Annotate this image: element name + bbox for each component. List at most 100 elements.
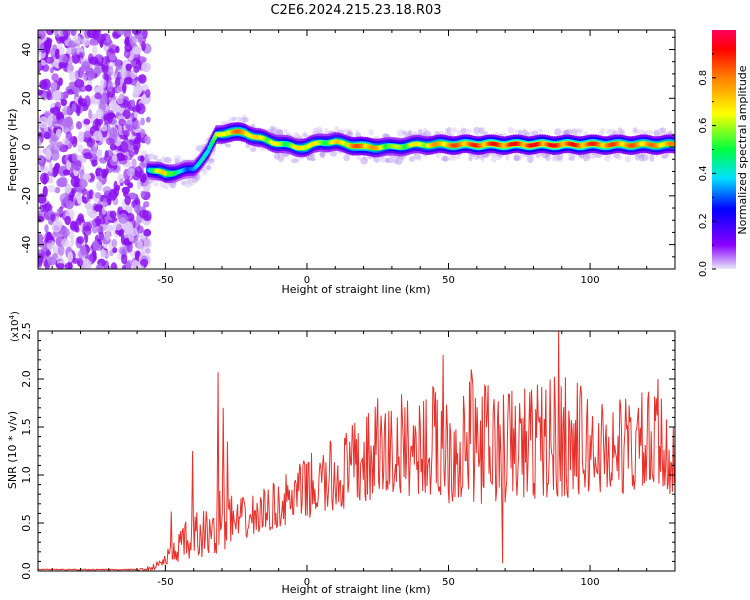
spectrogram-halo-cell bbox=[319, 151, 326, 159]
spectrogram-noise-cell bbox=[88, 253, 97, 263]
spectrogram-noise-cell bbox=[64, 215, 71, 226]
spectrogram-noise-cell bbox=[105, 137, 115, 146]
x-tick-label: 50 bbox=[442, 577, 455, 588]
spectrogram-noise-cell bbox=[71, 257, 79, 264]
spectrogram-noise-cell bbox=[38, 232, 43, 244]
spectrogram-noise-cell bbox=[62, 169, 71, 176]
spectrogram-noise-cell bbox=[103, 39, 113, 47]
spectrogram-noise-cell bbox=[134, 119, 141, 130]
snr-y-label: SNR (10 * v/v) bbox=[6, 411, 19, 489]
spectrogram-noise-cell bbox=[138, 74, 147, 84]
spectrogram-noise-cell bbox=[145, 136, 151, 145]
spectrogram-noise-cell bbox=[136, 103, 146, 115]
spectrogram-noise-cell bbox=[42, 173, 48, 185]
spectrogram-noise-cell bbox=[138, 209, 149, 219]
spectrogram-noise-cell bbox=[112, 247, 118, 254]
spectrogram-halo-cell bbox=[564, 128, 573, 135]
spectrogram-noise-cell bbox=[46, 88, 52, 99]
x-tick-label: 0 bbox=[304, 275, 310, 286]
spectrogram-noise-cell bbox=[59, 118, 68, 127]
x-tick-label: 100 bbox=[581, 577, 600, 588]
spectrogram-noise-cell bbox=[123, 59, 128, 66]
spectrogram-noise-cell bbox=[57, 245, 65, 256]
spectrogram-noise-cell bbox=[53, 81, 58, 91]
spectrogram-noise-cell bbox=[86, 137, 96, 147]
spectrogram-noise-cell bbox=[83, 130, 92, 138]
spectrogram-marks bbox=[38, 30, 675, 269]
spectrogram-frame bbox=[37, 29, 676, 270]
spectrogram-noise-cell bbox=[101, 56, 110, 64]
spectrogram-halo-cell bbox=[343, 154, 351, 162]
spectrogram-noise-cell bbox=[38, 136, 43, 146]
spectrogram-noise-cell bbox=[122, 109, 131, 120]
spectrogram-noise-cell bbox=[38, 44, 44, 53]
colorbar-gradient bbox=[712, 30, 736, 269]
spectrogram-noise-cell bbox=[51, 73, 59, 82]
spectrogram-noise-cell bbox=[85, 84, 93, 92]
spectrogram-noise-cell bbox=[124, 77, 133, 85]
spectrogram-halo-cell bbox=[518, 152, 525, 159]
spectrogram-noise-cell bbox=[103, 114, 110, 121]
spectrogram-noise-cell bbox=[38, 158, 45, 167]
spectrogram-noise-cell bbox=[109, 143, 117, 151]
spectrogram-noise-cell bbox=[50, 213, 56, 222]
spectrogram-halo-cell bbox=[148, 153, 156, 160]
spectrogram-halo-cell bbox=[633, 128, 640, 134]
spectrogram-noise-cell bbox=[92, 239, 99, 251]
spectrogram-noise-cell bbox=[139, 174, 147, 184]
spectrogram-noise-cell bbox=[88, 109, 93, 120]
spectrogram-halo-cell bbox=[600, 127, 605, 133]
snr-series-line bbox=[38, 331, 675, 571]
spectrogram-noise-cell bbox=[103, 260, 110, 269]
spectrogram-noise-cell bbox=[125, 119, 133, 131]
spectrogram-noise-cell bbox=[47, 256, 57, 266]
x-tick-label: 100 bbox=[581, 275, 600, 286]
spectrogram-noise-cell bbox=[94, 118, 100, 128]
spectrogram-noise-cell bbox=[116, 96, 124, 105]
spectrogram-noise-cell bbox=[67, 56, 73, 66]
spectrogram-noise-cell bbox=[47, 115, 53, 127]
spectrogram-noise-cell bbox=[79, 179, 88, 189]
spectrogram-noise-cell bbox=[66, 63, 75, 74]
spectrogram-noise-cell bbox=[62, 30, 71, 38]
spectrogram-halo-cell bbox=[478, 127, 485, 134]
spectrogram-noise-cell bbox=[107, 80, 113, 93]
spectrogram-noise-cell bbox=[92, 130, 103, 141]
spectrogram-halo-cell bbox=[507, 127, 515, 134]
spectrogram-noise-cell bbox=[124, 39, 131, 46]
spectrogram-noise-cell bbox=[94, 192, 102, 199]
spectrogram-noise-cell bbox=[117, 173, 125, 184]
spectrogram-noise-cell bbox=[55, 128, 62, 138]
spectrogram-noise-cell bbox=[71, 152, 78, 162]
spectrogram-noise-cell bbox=[56, 263, 65, 269]
colorbar: 0.0 0.2 0.4 0.6 0.8 Normalized spectral ampl… bbox=[698, 30, 749, 277]
spectrogram-noise-cell bbox=[64, 184, 72, 194]
spectrogram-halo-cell bbox=[396, 129, 405, 137]
spectrogram-noise-cell bbox=[82, 221, 92, 232]
spectrogram-noise-cell bbox=[134, 250, 141, 258]
spectrogram-noise-cell bbox=[132, 47, 142, 55]
spectrogram-noise-cell bbox=[120, 233, 125, 245]
spectrogram-halo-cell bbox=[554, 128, 562, 136]
spectrogram-noise-cell bbox=[122, 82, 127, 94]
figure-title: C2E6.2024.215.23.18.R03 bbox=[270, 3, 441, 18]
spectrogram-halo-cell bbox=[356, 155, 362, 161]
y-tick-label: -20 bbox=[20, 187, 33, 205]
spectrogram-halo-cell bbox=[250, 146, 257, 153]
spectrogram-noise-cell bbox=[118, 213, 128, 224]
spectrogram-noise-cell bbox=[48, 161, 53, 174]
spectrogram-noise-cell bbox=[92, 30, 100, 40]
spectrogram-noise-cell bbox=[54, 101, 61, 112]
spectrogram-noise-cell bbox=[96, 181, 103, 191]
spectrogram-noise-cell bbox=[109, 127, 118, 140]
spectrogram-noise-cell bbox=[66, 47, 72, 54]
spectrogram-halo-cell bbox=[624, 155, 632, 163]
spectrogram-halo-cell bbox=[649, 153, 655, 162]
spectrogram-noise-cell bbox=[130, 99, 136, 108]
spectrogram-halo-cell bbox=[386, 157, 395, 164]
spectrogram-noise-cell bbox=[131, 260, 140, 269]
spectrogram-noise-cell bbox=[72, 35, 82, 44]
spectrogram-noise-cell bbox=[101, 206, 107, 215]
spectrogram-noise-cell bbox=[143, 238, 152, 249]
spectrogram-noise-cell bbox=[90, 210, 98, 220]
